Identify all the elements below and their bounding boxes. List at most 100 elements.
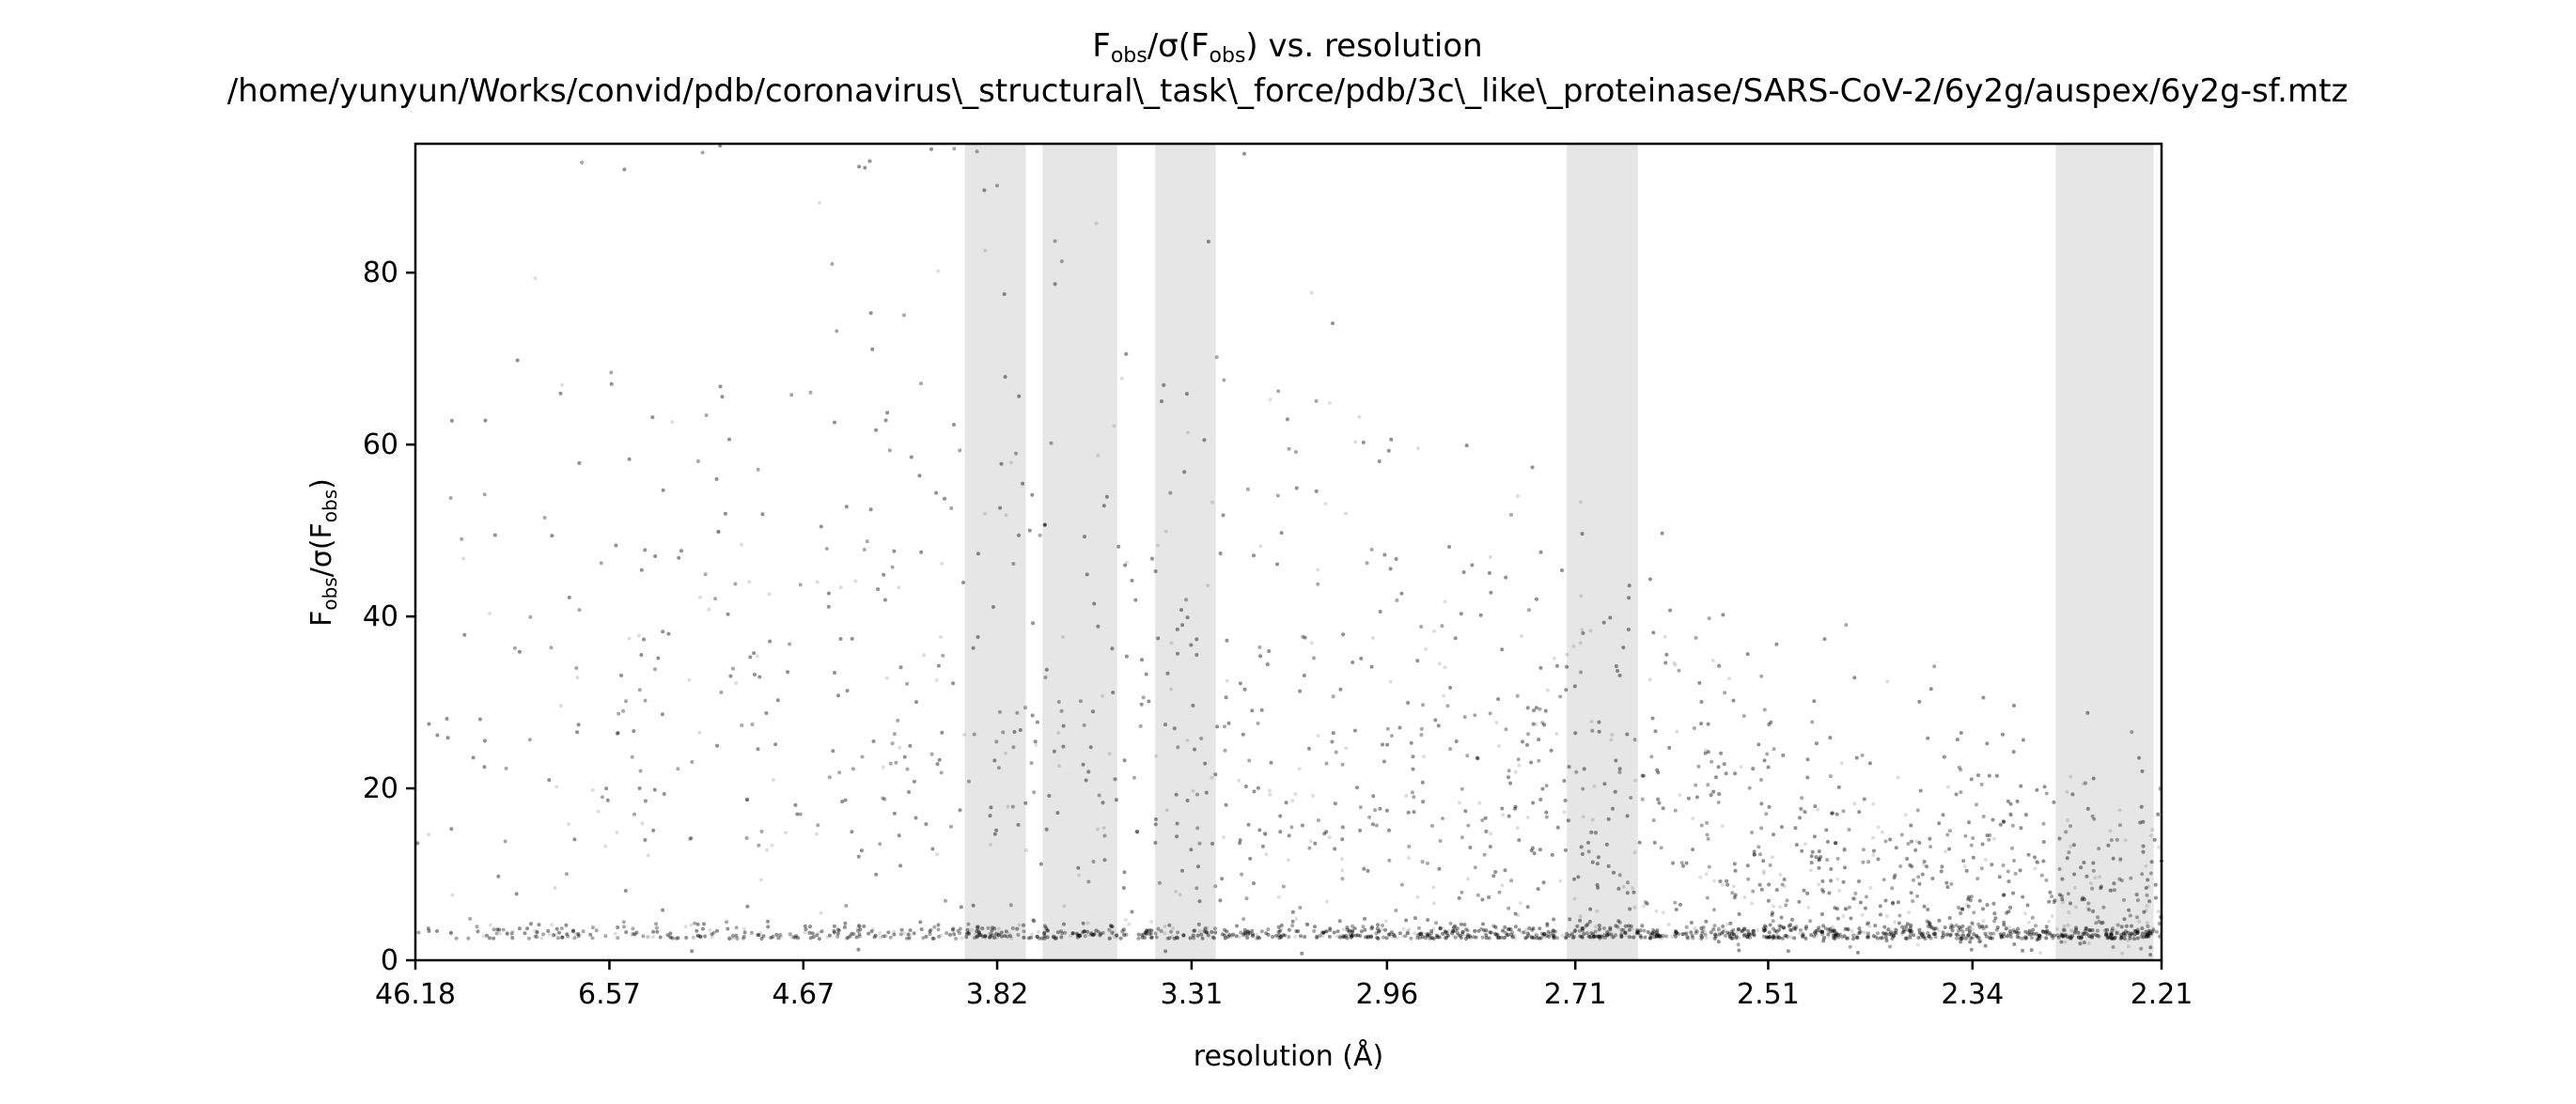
data-point	[1246, 932, 1251, 937]
data-point	[2085, 906, 2090, 910]
data-point	[1756, 928, 1760, 932]
data-point	[1970, 921, 1975, 925]
data-point	[1720, 925, 1725, 929]
data-point	[1672, 661, 1677, 665]
data-point	[603, 844, 608, 848]
data-point	[1122, 930, 1127, 935]
data-point	[697, 730, 702, 735]
data-point	[1767, 930, 1772, 935]
data-point	[845, 936, 850, 941]
data-point	[2063, 940, 2068, 944]
data-point	[2015, 934, 2020, 939]
data-point	[577, 460, 582, 465]
data-point	[1727, 931, 1732, 936]
data-point	[2061, 900, 2065, 905]
data-point	[726, 935, 731, 940]
data-point	[1415, 446, 1420, 451]
data-point	[1443, 665, 1447, 670]
data-point	[2141, 935, 2146, 940]
data-point	[698, 595, 702, 599]
data-point	[1980, 842, 1985, 847]
data-point	[1968, 897, 1973, 902]
data-point	[967, 931, 972, 936]
data-point	[1947, 916, 1952, 920]
data-point	[1366, 935, 1370, 940]
data-point	[922, 653, 926, 658]
data-point	[881, 765, 885, 770]
data-point	[2132, 932, 2137, 937]
data-point	[1992, 931, 1997, 936]
data-point	[1772, 928, 1777, 933]
data-point	[1813, 804, 1818, 809]
data-point	[962, 733, 966, 737]
data-point	[1802, 888, 1806, 893]
data-point	[1680, 932, 1685, 937]
data-point	[878, 931, 882, 936]
data-point	[755, 654, 759, 659]
data-point	[1493, 870, 1498, 874]
data-point	[1290, 910, 1295, 914]
data-point	[1077, 873, 1081, 878]
data-point	[989, 843, 992, 847]
data-point	[1980, 924, 1985, 928]
data-point	[1826, 932, 1831, 937]
data-point	[2144, 863, 2148, 868]
data-point	[1647, 931, 1652, 936]
data-point	[1335, 934, 1339, 939]
data-point	[758, 930, 762, 935]
data-point	[2007, 933, 2012, 938]
data-point	[1589, 830, 1594, 834]
data-point	[1413, 916, 1417, 921]
data-point	[1984, 925, 1989, 929]
data-point	[1884, 928, 1889, 933]
data-point	[825, 935, 830, 939]
data-point	[1024, 847, 1028, 852]
data-point	[2086, 941, 2091, 946]
data-point	[1616, 919, 1621, 924]
data-point	[892, 811, 897, 816]
data-point	[554, 926, 559, 931]
data-point	[1935, 925, 1940, 930]
data-point	[1121, 927, 1126, 932]
data-point	[1871, 801, 1876, 806]
data-point	[1004, 513, 1008, 518]
data-point	[850, 636, 854, 641]
data-point	[1594, 925, 1599, 929]
data-point	[1520, 930, 1523, 935]
data-point	[1357, 414, 1362, 419]
data-point	[1277, 933, 1282, 938]
data-point	[1921, 863, 1926, 867]
data-point	[1532, 926, 1536, 931]
data-point	[1340, 868, 1345, 873]
data-point	[939, 635, 944, 639]
data-point	[2147, 934, 2151, 939]
data-point	[2073, 905, 2078, 910]
data-point	[1987, 930, 1991, 935]
data-point	[1831, 925, 1835, 929]
data-point	[2142, 910, 2147, 914]
data-point	[1189, 847, 1194, 852]
data-point	[2087, 928, 2092, 932]
data-point	[1752, 933, 1756, 938]
data-point	[495, 927, 500, 932]
data-point	[1387, 828, 1391, 832]
data-point	[1223, 936, 1227, 941]
data-point	[1517, 763, 1522, 768]
data-point	[1264, 852, 1269, 857]
data-point	[596, 809, 601, 814]
data-point	[695, 928, 699, 933]
data-point	[1075, 935, 1080, 940]
data-point	[1806, 905, 1811, 910]
data-point	[789, 935, 794, 939]
data-point	[734, 681, 739, 685]
data-point	[1971, 927, 1975, 932]
data-point	[1061, 635, 1066, 639]
data-point	[1958, 907, 1962, 911]
data-point	[1803, 936, 1808, 941]
data-point	[1382, 759, 1386, 764]
data-point	[1489, 930, 1493, 935]
data-point	[2006, 933, 2010, 937]
data-point	[716, 530, 721, 534]
data-point	[1839, 761, 1844, 766]
data-point	[1171, 926, 1176, 930]
